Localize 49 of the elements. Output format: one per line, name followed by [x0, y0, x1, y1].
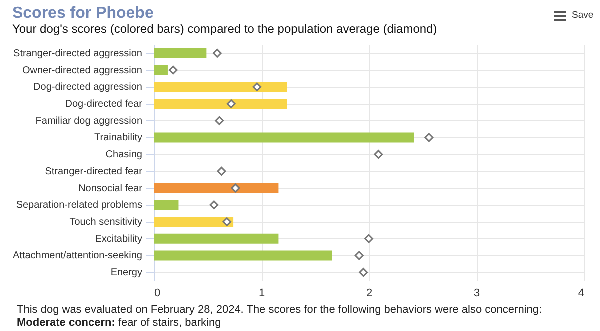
bar [154, 99, 288, 109]
x-tick-label: 0 [154, 288, 161, 300]
point [217, 166, 226, 176]
bar [154, 200, 179, 210]
text: fear of stairs, barking [118, 317, 222, 329]
bar [154, 250, 332, 261]
bar [154, 82, 288, 92]
y-tick-label: Attachment/attention-seeking [12, 250, 142, 262]
bar [154, 234, 279, 244]
y-tick-label: Chasing [106, 150, 142, 161]
y-tick-label: Touch sensitivity [70, 217, 142, 228]
y-tick-label: Excitability [95, 234, 142, 245]
text: Save [572, 10, 594, 21]
bar [154, 48, 207, 58]
bar [154, 132, 414, 143]
y-tick-label: Dog-directed aggression [34, 82, 142, 94]
y-tick-label: Owner-directed aggression [22, 65, 142, 76]
point [231, 184, 240, 193]
chart-subtitle: Your dog's scores (colored bars) compared to the population average (diamond) [12, 22, 438, 36]
point [354, 251, 364, 260]
chart-title: Scores for Phoebe [12, 5, 154, 22]
text: This dog was evaluated on February 28, 2024. The scores for the following behaviors were also concerning: [17, 304, 542, 317]
y-tick-label: Nonsocial fear [78, 183, 144, 194]
y-tick-label: Stranger-directed aggression [14, 48, 142, 60]
x-tick-label: 2 [366, 288, 373, 300]
point [424, 133, 434, 142]
x-tick-label: 4 [578, 288, 584, 300]
point [364, 234, 374, 244]
x-tick-label: 3 [474, 288, 480, 300]
point [359, 268, 368, 278]
bar [154, 217, 234, 227]
point [168, 66, 178, 75]
text: Moderate concern: [17, 317, 116, 329]
point [252, 82, 262, 92]
y-tick-label: Familiar dog aggression [36, 116, 142, 127]
bar [154, 183, 279, 194]
point [212, 48, 222, 58]
y-tick-label: Trainability [94, 132, 142, 144]
point [222, 218, 232, 226]
y-tick-label: Stranger-directed fear [45, 166, 144, 178]
point [215, 116, 224, 126]
point [226, 100, 236, 108]
y-tick-label: Separation-related problems [16, 200, 142, 212]
bar [154, 65, 168, 76]
y-tick-label: Energy [110, 268, 142, 279]
x-tick-label: 1 [258, 288, 266, 300]
point [374, 150, 384, 160]
point [210, 200, 219, 210]
y-tick-label: Dog-directed fear [65, 99, 144, 110]
